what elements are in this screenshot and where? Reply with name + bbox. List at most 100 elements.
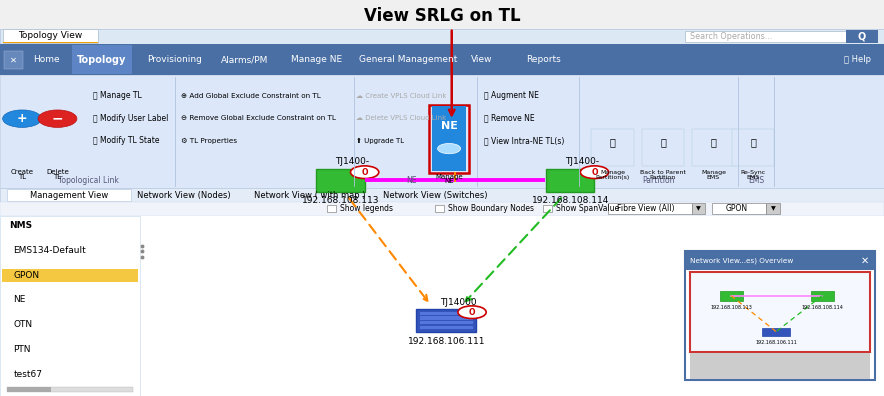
Bar [416, 309, 476, 332]
Text: TL: TL [18, 174, 27, 180]
Bar [72, 45, 132, 74]
Text: O: O [362, 168, 368, 177]
Text: O: O [469, 308, 476, 317]
Text: ☁ Delete VPLS Cloud Link: ☁ Delete VPLS Cloud Link [356, 115, 446, 121]
Bar [720, 291, 743, 301]
Text: General Management: General Management [359, 55, 458, 64]
Text: test67: test67 [13, 370, 42, 379]
Text: View: View [471, 55, 492, 64]
Text: Manage: Manage [435, 174, 463, 180]
Text: Create: Create [11, 169, 34, 175]
Text: 🔗 Manage TL: 🔗 Manage TL [93, 91, 141, 100]
Bar [7, 387, 133, 392]
Bar [762, 328, 790, 336]
Text: +: + [17, 112, 27, 125]
Text: Network View (Switches): Network View (Switches) [383, 190, 487, 200]
Text: PTN: PTN [13, 345, 31, 354]
Bar [0, 216, 140, 396]
Bar [685, 251, 875, 270]
Text: 192.168.108.114: 192.168.108.114 [801, 305, 843, 310]
Text: TJ1400-: TJ1400- [336, 157, 370, 166]
Text: Management View: Management View [30, 190, 108, 200]
Text: ▼: ▼ [771, 206, 775, 211]
Text: Manage NE: Manage NE [291, 55, 342, 64]
Text: Show SpanValue: Show SpanValue [556, 204, 620, 213]
Bar [316, 169, 365, 192]
Bar [3, 42, 98, 43]
Circle shape [581, 166, 609, 179]
Bar [4, 51, 23, 69]
Bar [0, 188, 884, 202]
Text: ⊕ Add Global Exclude Constraint on TL: ⊕ Add Global Exclude Constraint on TL [181, 93, 321, 99]
Bar [429, 105, 469, 173]
Bar [420, 326, 473, 329]
Bar [327, 206, 336, 212]
Text: Fibre View (All): Fibre View (All) [617, 204, 674, 213]
Text: 👤: 👤 [610, 137, 615, 148]
Bar [435, 206, 444, 212]
Text: Topology View: Topology View [19, 31, 82, 40]
Text: EMS: EMS [748, 177, 764, 185]
Text: 👥 Augment NE: 👥 Augment NE [484, 91, 538, 100]
Text: 🏷 Modify User Label: 🏷 Modify User Label [93, 114, 168, 123]
Bar [608, 204, 692, 215]
Text: NE: NE [445, 178, 453, 184]
Text: Alarms/PM: Alarms/PM [221, 55, 269, 64]
Text: EMS134-Default: EMS134-Default [13, 246, 86, 255]
Text: −: − [51, 112, 64, 126]
Text: ✕: ✕ [861, 256, 869, 266]
Bar [690, 272, 870, 352]
Bar [543, 206, 552, 212]
Text: Network View (Nodes): Network View (Nodes) [137, 190, 231, 200]
Text: GPON: GPON [13, 271, 40, 280]
Bar [642, 129, 684, 166]
Text: Network View ( with map ): Network View ( with map ) [254, 190, 365, 200]
Text: ☁ Create VPLS Cloud Link: ☁ Create VPLS Cloud Link [356, 93, 446, 99]
Text: 192.168.108.113: 192.168.108.113 [710, 305, 752, 310]
Circle shape [351, 166, 379, 179]
Bar [766, 204, 780, 215]
Bar [0, 29, 884, 44]
Bar [2, 269, 138, 282]
Text: TJ14000: TJ14000 [440, 297, 477, 307]
Bar [0, 202, 884, 216]
Text: Topology: Topology [77, 55, 126, 65]
Text: 192.168.106.111: 192.168.106.111 [755, 341, 797, 345]
Text: Manage
EMS: Manage EMS [701, 169, 726, 181]
Text: 🔍 View Intra-NE TL(s): 🔍 View Intra-NE TL(s) [484, 136, 564, 145]
Bar [846, 30, 878, 43]
Text: ▼: ▼ [697, 206, 701, 211]
Text: Re-Sync
EMS: Re-Sync EMS [741, 169, 766, 181]
Text: 👤: 👤 [751, 137, 756, 148]
Circle shape [3, 110, 42, 128]
Text: ❓ Help: ❓ Help [843, 55, 871, 64]
Text: NMS: NMS [9, 221, 32, 230]
Bar [712, 204, 766, 215]
Text: 🔄 Modify TL State: 🔄 Modify TL State [93, 136, 159, 145]
Text: Back to Parent
Partition: Back to Parent Partition [640, 169, 686, 181]
Text: Home: Home [34, 55, 60, 64]
Circle shape [458, 306, 486, 318]
Text: NE: NE [13, 295, 26, 305]
Text: ⬆ Upgrade TL: ⬆ Upgrade TL [356, 137, 404, 144]
Bar [432, 106, 466, 171]
Text: Show legends: Show legends [340, 204, 393, 213]
Bar [692, 129, 735, 166]
Bar [685, 31, 846, 42]
Circle shape [438, 143, 461, 154]
Text: Delete: Delete [46, 169, 69, 175]
Bar [7, 387, 51, 392]
Bar [3, 29, 98, 43]
Text: OTN: OTN [13, 320, 33, 329]
Text: NE: NE [440, 121, 458, 131]
Text: 192.168.108.114: 192.168.108.114 [531, 196, 609, 205]
Bar [420, 316, 473, 320]
Bar [546, 169, 595, 192]
Bar [685, 251, 875, 380]
Bar [690, 353, 870, 379]
Text: Provisioning: Provisioning [148, 55, 202, 64]
Text: Search Operations...: Search Operations... [690, 32, 772, 41]
Text: Manage
Partition(s): Manage Partition(s) [596, 169, 629, 181]
Text: ✕: ✕ [10, 55, 17, 64]
Bar [0, 216, 884, 396]
